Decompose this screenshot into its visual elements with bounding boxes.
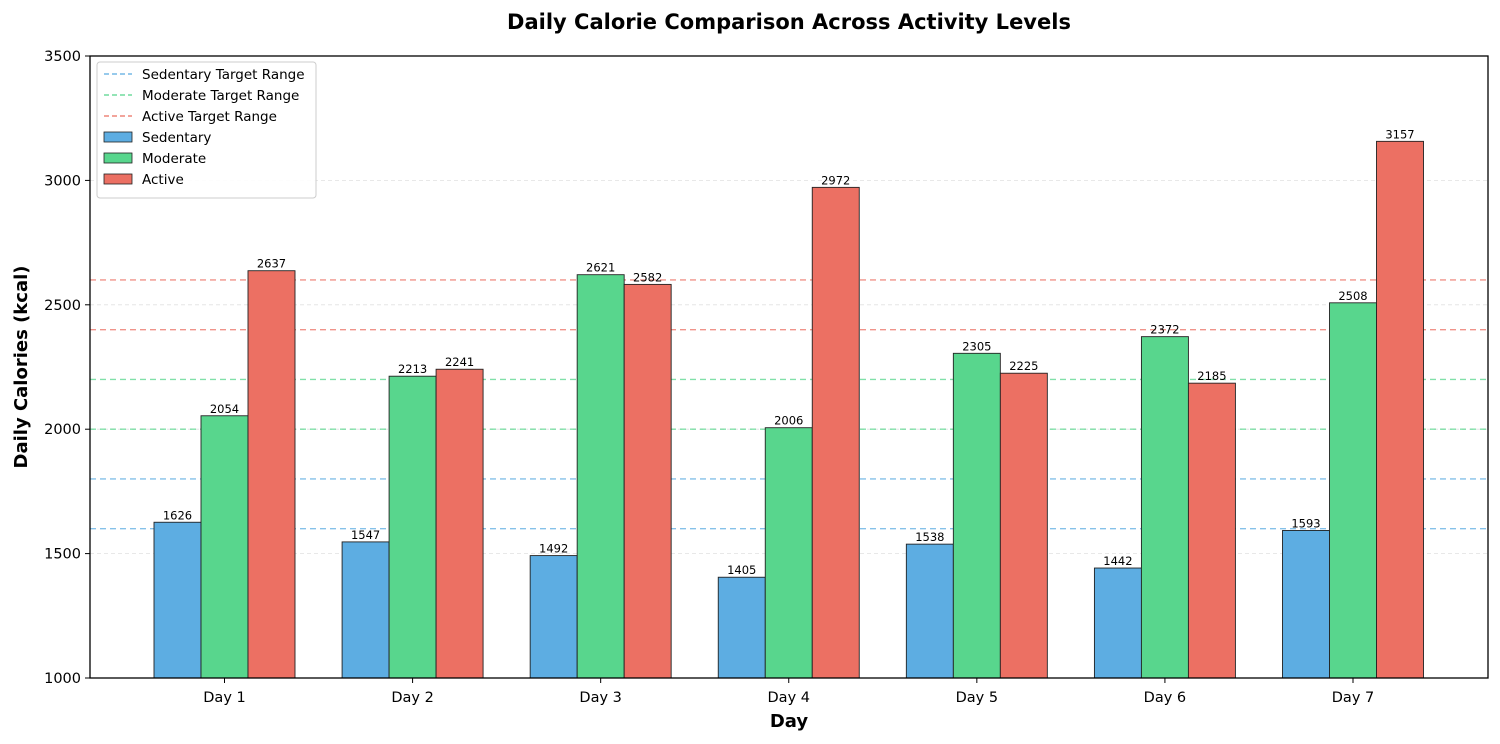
legend-label: Sedentary Target Range [142,67,305,83]
data-label: 1492 [539,542,568,556]
y-tick-label: 2500 [44,298,81,314]
data-label: 2241 [445,355,474,369]
data-label: 2305 [962,339,991,353]
y-tick-label: 1500 [44,547,81,563]
data-label: 3157 [1385,127,1414,141]
x-tick-label: Day 4 [768,690,810,706]
legend: Sedentary Target Range Moderate Target Ra… [96,61,317,199]
bar-active [1187,382,1236,679]
bar-active [811,186,860,679]
bar-active [999,372,1048,679]
legend-label: Moderate [142,151,206,167]
x-axis-label: Day [770,711,809,732]
y-axis-ticks: 1000 1500 2000 2500 3000 3500 [44,49,90,687]
bar-sedentary [1282,530,1330,679]
bar-moderate [200,415,249,679]
target-range-lines [90,279,1488,530]
legend-patch-swatch [103,152,133,164]
bar-moderate [576,274,625,679]
bar-moderate [952,352,1001,679]
bar-moderate [764,427,813,679]
data-label: 2185 [1197,369,1226,383]
y-tick-label: 2000 [44,422,81,438]
bar-active [623,283,672,679]
data-label: 2006 [774,414,803,428]
data-label: 2213 [398,362,427,376]
bar-sedentary [153,521,202,679]
x-tick-label: Day 2 [391,690,433,706]
x-tick-label: Day 3 [579,690,621,706]
data-label: 2508 [1338,289,1367,303]
data-label: 2621 [586,261,615,275]
data-label: 2582 [633,270,662,284]
bar-sedentary [717,576,766,679]
legend-label: Active [142,172,184,188]
data-label: 1626 [163,508,192,522]
bar-sedentary [529,555,578,679]
bar-active [435,368,484,679]
y-axis-label: Daily Calories (kcal) [11,266,32,469]
data-label: 2972 [821,173,850,187]
data-label: 2054 [210,402,239,416]
bar-moderate [1329,302,1377,679]
y-tick-label: 1000 [44,671,81,687]
legend-patch-swatch [103,131,133,143]
bar-moderate [388,375,437,679]
data-label: 1442 [1103,554,1132,568]
bar-sedentary [1093,567,1142,679]
legend-label: Active Target Range [142,109,277,125]
bar-active [247,270,296,679]
bar-sedentary [341,541,390,679]
x-tick-label: Day 7 [1332,690,1374,706]
x-axis-ticks: Day 1 Day 2 Day 3 Day 4 Day 5 Day 6 Day 7 [203,678,1374,706]
y-tick-label: 3000 [44,173,81,189]
legend-label: Sedentary [142,130,211,146]
data-label: 1538 [915,530,944,544]
chart-title: Daily Calorie Comparison Across Activity… [507,10,1071,34]
bars [153,140,1424,679]
data-label: 2225 [1009,359,1038,373]
y-tick-label: 3500 [44,49,81,65]
data-label: 1405 [727,563,756,577]
bar-active [1376,140,1424,679]
data-label: 2637 [257,257,286,271]
x-tick-label: Day 1 [203,690,245,706]
data-label: 2372 [1150,323,1179,337]
legend-box [96,61,317,199]
data-label: 1593 [1291,516,1320,530]
bar-moderate [1140,336,1189,679]
bar-sedentary [905,543,954,679]
legend-label: Moderate Target Range [142,88,299,104]
legend-patch-swatch [103,173,133,185]
x-tick-label: Day 5 [956,690,998,706]
data-labels: 1626 1547 1492 1405 1538 1442 1593 2054 2213 2621… [163,127,1415,577]
x-tick-label: Day 6 [1144,690,1186,706]
data-label: 1547 [351,528,380,542]
